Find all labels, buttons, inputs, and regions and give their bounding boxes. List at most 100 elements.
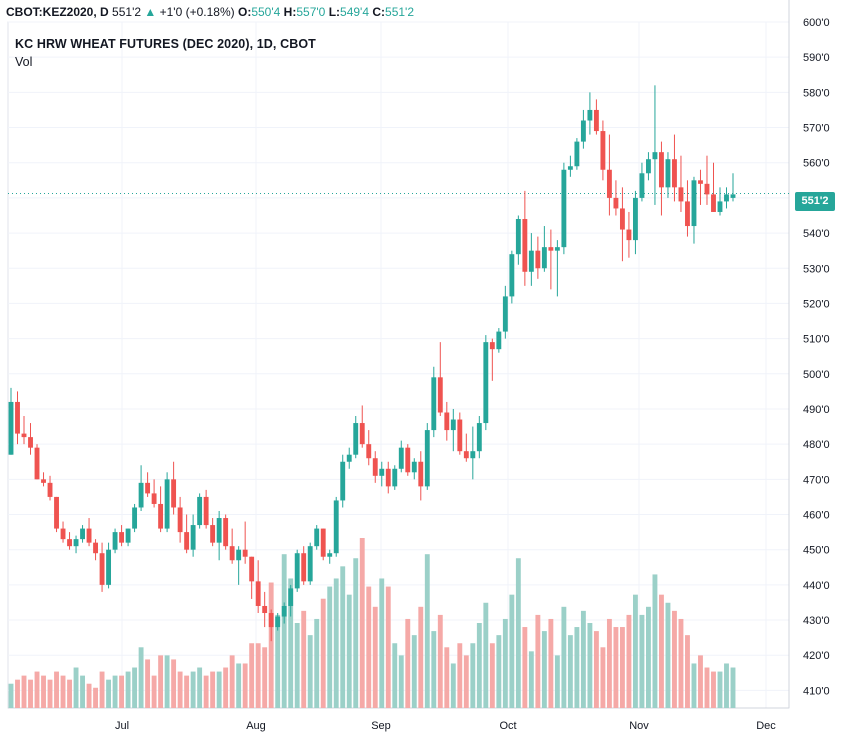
volume-bar (366, 586, 372, 708)
volume-bar (80, 675, 85, 708)
candle-body (80, 528, 85, 540)
volume-bar (184, 675, 190, 708)
candle-body (281, 605, 287, 617)
volume-bar (385, 586, 391, 708)
candle-body (606, 169, 612, 198)
volume-bar (333, 578, 339, 708)
x-tick-label: Dec (756, 720, 776, 732)
y-tick-label: 490'0 (803, 404, 830, 416)
volume-bar (138, 647, 144, 708)
candle-body (724, 194, 729, 202)
symbol-label: CBOT:KEZ2020, D (6, 5, 109, 19)
volume-bar (379, 578, 385, 708)
volume-bar (268, 582, 274, 708)
candle-body (411, 461, 417, 473)
y-tick-label: 510'0 (803, 334, 830, 346)
candle-body (470, 451, 476, 459)
plot-area (7, 21, 790, 709)
last-price-value: 551'2 (112, 5, 142, 19)
candle-body (509, 254, 515, 297)
candle-body (685, 201, 690, 227)
volume-bar (301, 610, 307, 708)
candle-body (548, 247, 554, 251)
candle-body (574, 141, 580, 167)
candle-body (119, 532, 125, 543)
candle-body (151, 493, 157, 504)
candle-body (262, 605, 268, 614)
volume-bar (672, 610, 677, 708)
volume-bar (606, 618, 612, 708)
candle-body (223, 518, 229, 547)
volume-bar (203, 675, 209, 708)
candle-body (197, 496, 203, 526)
open-label: O: (237, 5, 252, 19)
candle-body (711, 194, 716, 212)
candle-body (216, 518, 222, 543)
volume-bar (340, 566, 346, 708)
volume-bar (86, 683, 92, 708)
candle-body (502, 296, 508, 332)
y-tick-label: 430'0 (803, 615, 830, 627)
volume-bar (496, 635, 502, 708)
volume-bar (229, 655, 235, 708)
volume-bar (418, 606, 424, 708)
volume-bar (463, 655, 469, 708)
volume-bar (646, 606, 651, 708)
volume-bar (613, 627, 619, 708)
candle-body (678, 187, 684, 202)
candle-body (164, 479, 170, 529)
candle-body (28, 437, 33, 448)
candle-body (73, 539, 79, 547)
candle-body (450, 419, 456, 431)
candle-body (359, 423, 365, 445)
candle-body (288, 588, 294, 606)
candle-body (717, 201, 723, 212)
candle-body (301, 553, 307, 582)
volume-bar (580, 610, 586, 708)
x-tick-label: Aug (246, 720, 266, 732)
volume-bar (242, 663, 248, 708)
volume-bar (99, 671, 105, 708)
y-tick-label: 520'0 (803, 298, 830, 310)
candle-body (476, 423, 482, 452)
high-value: 557'0 (296, 5, 326, 19)
volume-bar (405, 618, 411, 708)
volume-bar (320, 598, 326, 708)
candle-body (418, 461, 424, 487)
volume-bar (307, 635, 313, 708)
candle-body (515, 219, 521, 255)
candle-body (691, 180, 697, 227)
volume-label: Vol (15, 55, 33, 69)
volume-bar (158, 655, 164, 708)
volume-bar (554, 655, 560, 708)
candle-body (528, 250, 534, 272)
volume-bar (151, 675, 157, 708)
volume-bar (106, 679, 112, 708)
candle-body (327, 553, 333, 557)
candle-body (132, 507, 138, 529)
volume-bar (262, 647, 268, 708)
candle-body (236, 549, 242, 561)
close-value: 551'2 (385, 5, 415, 19)
candle-body (405, 447, 411, 473)
volume-bar (535, 614, 541, 708)
volume-bar (28, 679, 33, 708)
y-tick-label: 590'0 (803, 52, 830, 64)
volume-bar (327, 586, 333, 708)
candle-body (15, 401, 20, 434)
candle-body (659, 152, 664, 188)
candle-body (171, 479, 177, 508)
volume-bar (145, 659, 151, 708)
volume-bar (8, 683, 14, 708)
volume-bar (190, 671, 196, 708)
candle-body (242, 549, 248, 557)
candle-body (554, 247, 560, 251)
volume-bar (216, 671, 222, 708)
y-tick-label: 580'0 (803, 87, 830, 99)
volume-bar (314, 618, 320, 708)
volume-bar (444, 647, 450, 708)
candle-body (392, 468, 398, 487)
volume-bar (275, 614, 281, 708)
candle-body (424, 430, 430, 487)
